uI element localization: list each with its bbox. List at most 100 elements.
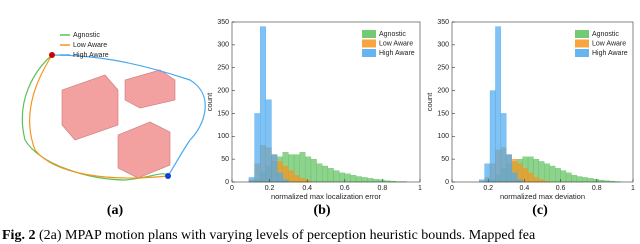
legend-label: High Aware [592,50,628,57]
bar [344,173,351,183]
x-tick-label: 0.8 [378,185,388,192]
x-tick-label: 0.6 [556,185,566,192]
bar [549,165,556,183]
bar [517,163,523,183]
bar [322,165,329,183]
bar [339,172,345,183]
bar [288,170,295,183]
y-tick-label: 300 [217,42,229,49]
x-tick-label: 0 [230,185,234,192]
y-axis-label: count [425,92,434,111]
y-tick-label: 0 [225,179,229,186]
bar [310,158,317,183]
bar [299,178,306,183]
x-tick-label: 1 [631,185,635,192]
bar [533,177,540,183]
x-tick-label: 0.4 [520,185,530,192]
legend-swatch [575,49,589,57]
bar [538,179,545,183]
x-axis-label: normalized max deviation [500,192,585,201]
x-tick-label: 0.8 [592,185,602,192]
plot-frame [451,21,634,183]
bar [544,163,550,183]
bar [327,168,334,183]
legend-label: High Aware [73,52,109,59]
y-tick-label: 50 [221,156,229,163]
x-tick-label: 0.6 [340,185,350,192]
y-tick-label: 50 [441,156,449,163]
bar [565,172,572,183]
bar [265,99,272,183]
caption: Fig. 2 (2a) MPAP motion plans with varyi… [2,228,536,243]
bar [576,176,583,183]
y-tick-label: 0 [445,179,449,186]
bar [522,168,529,183]
bar [506,154,512,183]
bar [333,170,340,183]
bar [355,176,362,183]
x-tick-label: 0.2 [265,185,275,192]
bar [299,152,306,183]
trajectory [29,54,169,179]
bar [593,179,599,183]
y-axis-label: count [205,92,214,111]
legend-swatch [362,49,376,57]
panel-label: (b) [313,203,330,218]
bar [367,178,374,183]
obstacle [117,121,171,179]
bar [582,177,588,183]
bar [560,170,567,183]
bar [571,174,578,183]
legend-label: Low Aware [592,40,626,47]
trajectory [51,54,206,177]
panel-label: (a) [107,203,124,218]
x-axis-label: normalized max localization error [271,192,382,201]
obstacle [124,69,176,109]
y-tick-label: 250 [217,65,229,72]
trajectory-illustration: Agnostic Low Aware High Aware [21,32,206,181]
bar [500,113,507,183]
bar [260,26,266,183]
y-tick-label: 100 [217,133,229,140]
y-tick-label: 200 [217,87,229,94]
y-tick-label: 100 [437,133,449,140]
plot-frame [231,21,421,183]
legend-label: Agnostic [73,32,100,39]
x-tick-label: 0 [450,185,454,192]
bar [254,113,261,183]
x-tick-label: 0.2 [483,185,493,192]
caption-label: Fig. 2 [2,228,35,243]
bar [587,178,594,183]
bar [555,168,561,183]
y-tick-label: 300 [437,42,449,49]
bar [350,174,357,183]
y-tick-label: 350 [437,19,449,26]
legend-swatch [362,39,376,48]
y-tick-label: 350 [217,19,229,26]
legend-swatch [575,39,589,48]
bar [484,163,491,183]
bar [527,172,534,183]
legend-swatch [362,30,376,38]
obstacle [61,74,119,141]
bar [293,174,300,183]
bar [276,172,283,183]
legend-label: High Aware [379,50,415,57]
bar [489,90,496,183]
bar [478,179,485,183]
x-tick-label: 1 [418,185,422,192]
legend-label: Low Aware [379,40,413,47]
bar [282,179,289,183]
bar [517,179,523,183]
y-tick-label: 200 [437,87,449,94]
bar [495,26,502,183]
bar [378,179,385,183]
bar [316,163,323,183]
bar [361,177,368,183]
x-tick-label: 0.4 [302,185,312,192]
bar [248,177,255,183]
y-tick-label: 250 [437,65,449,72]
bar [538,161,545,183]
bar [305,156,312,183]
